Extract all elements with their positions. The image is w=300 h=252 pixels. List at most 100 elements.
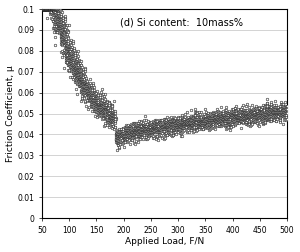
Point bbox=[80, 78, 85, 82]
Point bbox=[182, 119, 186, 123]
Point bbox=[272, 117, 277, 121]
Point bbox=[279, 111, 283, 115]
Point bbox=[162, 124, 167, 128]
Point bbox=[73, 66, 77, 70]
Point bbox=[205, 126, 210, 130]
Point bbox=[276, 111, 280, 115]
Point bbox=[207, 116, 212, 120]
Point bbox=[230, 115, 234, 119]
Point bbox=[132, 136, 137, 140]
Point bbox=[275, 111, 280, 115]
Point bbox=[261, 109, 266, 113]
Point bbox=[99, 117, 104, 121]
Point bbox=[109, 115, 114, 119]
Point bbox=[122, 140, 127, 144]
Point bbox=[176, 125, 181, 129]
Point bbox=[275, 114, 280, 118]
Point bbox=[201, 121, 206, 125]
Point bbox=[60, 34, 65, 38]
Point bbox=[276, 114, 281, 118]
Point bbox=[136, 137, 141, 141]
Point bbox=[171, 125, 176, 129]
Point bbox=[273, 99, 278, 103]
Point bbox=[171, 122, 176, 126]
Point bbox=[231, 110, 236, 114]
Point bbox=[79, 78, 84, 82]
Point bbox=[53, 7, 58, 11]
Point bbox=[243, 111, 248, 115]
Point bbox=[78, 71, 83, 75]
Point bbox=[71, 56, 76, 60]
Point bbox=[95, 103, 100, 107]
Point bbox=[270, 105, 275, 109]
Point bbox=[152, 124, 156, 128]
Point bbox=[136, 128, 141, 132]
Point bbox=[44, 7, 48, 11]
Point bbox=[141, 132, 146, 136]
Point bbox=[190, 113, 195, 117]
Point bbox=[196, 125, 201, 129]
Point bbox=[64, 60, 69, 64]
Point bbox=[84, 86, 88, 90]
Point bbox=[116, 133, 121, 137]
Point bbox=[243, 110, 248, 114]
Point bbox=[180, 124, 185, 129]
Point bbox=[174, 122, 179, 126]
Point bbox=[248, 112, 252, 116]
Point bbox=[267, 111, 272, 115]
Point bbox=[144, 131, 148, 135]
Point bbox=[148, 130, 153, 134]
Point bbox=[100, 108, 105, 112]
Point bbox=[137, 128, 142, 132]
Point bbox=[69, 68, 74, 72]
Point bbox=[112, 116, 117, 120]
Point bbox=[118, 134, 123, 138]
Point bbox=[65, 47, 70, 51]
Point bbox=[85, 82, 89, 86]
Point bbox=[212, 116, 217, 120]
Point bbox=[169, 121, 174, 125]
Point bbox=[104, 119, 109, 123]
Point bbox=[236, 118, 240, 122]
Point bbox=[278, 115, 282, 119]
Point bbox=[61, 40, 66, 44]
Point bbox=[102, 110, 107, 114]
Point bbox=[274, 111, 279, 115]
Point bbox=[126, 135, 131, 139]
Point bbox=[240, 117, 245, 121]
Point bbox=[257, 115, 262, 119]
Point bbox=[109, 118, 114, 122]
Point bbox=[204, 120, 209, 124]
Point bbox=[131, 131, 136, 135]
Point bbox=[259, 108, 264, 112]
Point bbox=[211, 122, 216, 127]
Point bbox=[40, 7, 44, 11]
Point bbox=[265, 110, 269, 114]
Point bbox=[63, 28, 68, 32]
Point bbox=[54, 15, 58, 19]
Point bbox=[123, 135, 128, 139]
Point bbox=[150, 122, 155, 127]
Point bbox=[231, 108, 236, 112]
Point bbox=[219, 117, 224, 121]
Point bbox=[196, 120, 201, 124]
Point bbox=[194, 123, 199, 127]
Point bbox=[66, 23, 71, 27]
Point bbox=[178, 120, 183, 124]
Point bbox=[150, 120, 155, 124]
Point bbox=[174, 121, 179, 125]
Point bbox=[262, 120, 267, 124]
Point bbox=[185, 119, 190, 123]
Point bbox=[272, 110, 277, 114]
Point bbox=[146, 127, 151, 131]
Point bbox=[171, 121, 176, 125]
Point bbox=[47, 7, 52, 11]
Point bbox=[159, 118, 164, 122]
Point bbox=[44, 7, 49, 11]
Point bbox=[121, 133, 126, 137]
Point bbox=[248, 116, 253, 120]
Point bbox=[224, 123, 228, 127]
Point bbox=[114, 134, 118, 138]
Point bbox=[189, 124, 194, 128]
Point bbox=[55, 7, 59, 11]
